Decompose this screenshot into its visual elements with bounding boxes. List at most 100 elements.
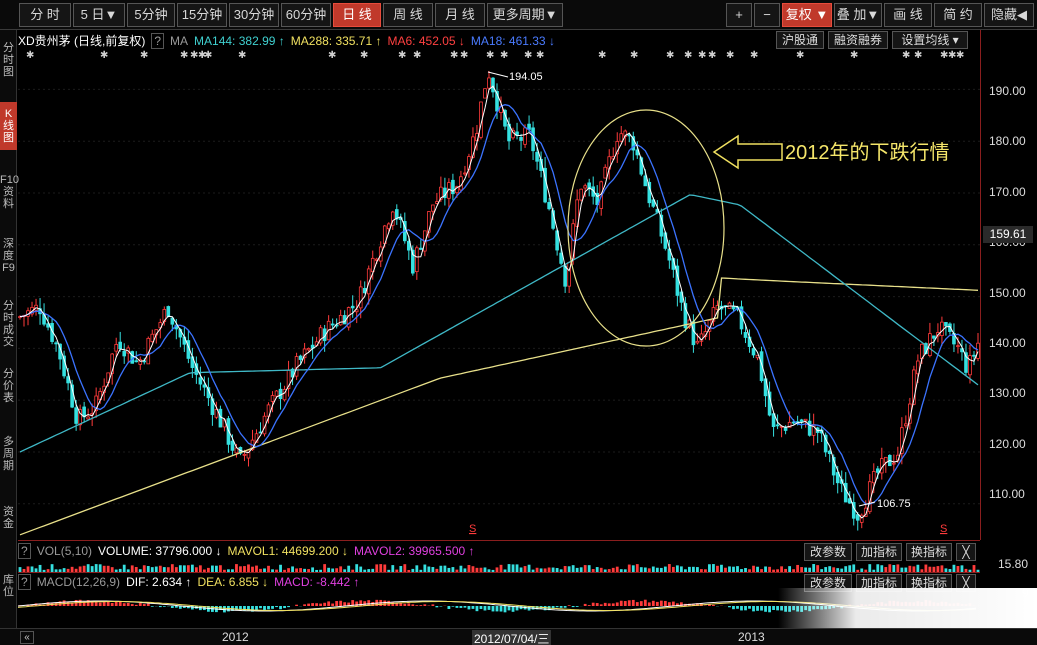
hk-connect-button[interactable]: 沪股通: [776, 31, 824, 49]
info-marker-icon[interactable]: ✱: [598, 50, 606, 61]
volume-bar: [587, 565, 591, 572]
macd-bar: [439, 606, 443, 607]
macd-bar: [146, 603, 150, 606]
margin-trading-button[interactable]: 融资融券: [828, 31, 888, 49]
price-tick: 130.00: [989, 386, 1026, 400]
candle-body: [114, 344, 119, 352]
candle-body: [731, 306, 736, 310]
period-tab-intraday[interactable]: 分 时: [19, 3, 71, 27]
info-marker-icon[interactable]: ✱: [413, 50, 421, 61]
info-marker-icon[interactable]: ✱: [100, 50, 108, 61]
candle-body: [218, 408, 223, 428]
sidebar-item-intraday[interactable]: 分时图: [3, 42, 14, 78]
info-marker-icon[interactable]: ✱: [238, 50, 246, 61]
volume-bar: [182, 565, 186, 572]
ma-settings-dropdown[interactable]: 设置均线 ▾: [892, 31, 968, 49]
draw-line-button[interactable]: 画 线: [884, 3, 932, 27]
vol-params-button[interactable]: 改参数: [804, 543, 852, 561]
macd-bar: [126, 602, 130, 606]
overlay-dropdown[interactable]: 叠 加▼: [834, 3, 882, 27]
info-marker-icon[interactable]: ✱: [190, 50, 198, 61]
sidebar-item-multi-period[interactable]: 多周期: [3, 436, 14, 472]
simple-mode-button[interactable]: 简 约: [934, 3, 982, 27]
info-marker-icon[interactable]: ✱: [684, 50, 692, 61]
volume-bar: [780, 566, 783, 572]
sidebar-item-position[interactable]: 库位: [3, 574, 14, 598]
info-marker-icon[interactable]: ✱: [460, 50, 468, 61]
sidebar-item-f10[interactable]: F10资料: [0, 174, 19, 210]
ma288-value: MA288: 335.71 ↑: [290, 34, 382, 48]
info-marker-icon[interactable]: ✱: [796, 50, 804, 61]
period-more-dropdown[interactable]: 更多周期▼: [487, 3, 563, 27]
kline-chart[interactable]: ✱ ✱ ✱ ✱ ✱ ✱✱ ✱ ✱ ✱ ✱ ✱ ✱ ✱ ✱ ✱ ✱ ✱ ✱ ✱ ✱ ✱ ✱ ✱ ✱ ✱ ✱ ✱ ✱ ✱ ✱ ✱ ✱ 2012年的…: [18, 48, 980, 540]
info-marker-icon[interactable]: ✱: [180, 50, 188, 61]
info-marker-icon[interactable]: ✱: [940, 50, 948, 61]
info-marker-icon[interactable]: ✱: [914, 50, 922, 61]
period-tab-30min[interactable]: 30分钟: [229, 3, 279, 27]
period-tab-5min[interactable]: 5分钟: [127, 3, 175, 27]
info-marker-icon[interactable]: ✱: [956, 50, 964, 61]
vol-swap-indicator-button[interactable]: 换指标: [906, 543, 952, 561]
vol-add-indicator-button[interactable]: 加指标: [856, 543, 902, 561]
candle-body: [306, 348, 311, 351]
info-marker-icon[interactable]: ✱: [726, 50, 734, 61]
candle-body: [900, 427, 904, 454]
help-icon[interactable]: ?: [18, 543, 31, 559]
info-marker-icon[interactable]: ✱: [450, 50, 458, 61]
macd-add-indicator-button[interactable]: 加指标: [856, 574, 902, 592]
candle-body: [419, 247, 423, 250]
volume-bar: [840, 568, 844, 572]
sidebar-item-price-table[interactable]: 分价表: [3, 368, 14, 404]
info-marker-icon[interactable]: ✱: [630, 50, 638, 61]
macd-params-button[interactable]: 改参数: [804, 574, 852, 592]
info-marker-icon[interactable]: ✱: [204, 50, 212, 61]
period-tab-weekly[interactable]: 周 线: [383, 3, 433, 27]
sidebar-item-depth[interactable]: 深度F9: [2, 238, 15, 274]
vol-close-button[interactable]: ╳: [956, 543, 976, 561]
zoom-out-button[interactable]: −: [754, 3, 780, 27]
zoom-in-button[interactable]: +: [726, 3, 752, 27]
sell-marker: S: [940, 523, 947, 535]
volume-bar: [38, 564, 42, 572]
period-tab-15min[interactable]: 15分钟: [177, 3, 227, 27]
info-marker-icon[interactable]: ✱: [328, 50, 336, 61]
help-icon[interactable]: ?: [151, 33, 165, 49]
info-marker-icon[interactable]: ✱: [902, 50, 910, 61]
info-marker-icon[interactable]: ✱: [500, 50, 508, 61]
volume-bar: [247, 564, 250, 572]
sidebar-item-funds[interactable]: 资金: [3, 506, 14, 530]
info-marker-icon[interactable]: ✱: [698, 50, 706, 61]
info-marker-icon[interactable]: ✱: [398, 50, 406, 61]
macd-bar: [122, 603, 126, 606]
scroll-left-button[interactable]: «: [20, 631, 34, 644]
period-tab-5day[interactable]: 5 日▼: [73, 3, 125, 27]
info-marker-icon[interactable]: ✱: [850, 50, 858, 61]
dea-value: DEA: 6.855 ↓: [197, 575, 269, 589]
volume-bar: [134, 567, 138, 572]
info-marker-icon[interactable]: ✱: [360, 50, 368, 61]
macd-bar: [555, 606, 559, 608]
info-marker-icon[interactable]: ✱: [536, 50, 544, 61]
info-marker-icon[interactable]: ✱: [708, 50, 716, 61]
help-icon[interactable]: ?: [18, 574, 31, 590]
info-marker-icon[interactable]: ✱: [486, 50, 494, 61]
volume-bar: [395, 569, 399, 572]
macd-bar: [355, 601, 359, 606]
info-marker-icon[interactable]: ✱: [524, 50, 532, 61]
period-tab-daily[interactable]: 日 线: [333, 3, 381, 27]
hide-panel-button[interactable]: 隐藏◀: [984, 3, 1034, 27]
info-marker-icon[interactable]: ✱: [26, 50, 34, 61]
info-marker-icon[interactable]: ✱: [948, 50, 956, 61]
sidebar-item-tick[interactable]: 分时成交: [3, 300, 14, 348]
period-tab-60min[interactable]: 60分钟: [281, 3, 331, 27]
info-marker-icon[interactable]: ✱: [666, 50, 674, 61]
candle-body: [202, 384, 207, 388]
macd-bar: [403, 603, 407, 606]
adjust-rights-dropdown[interactable]: 复权 ▼: [782, 3, 832, 27]
info-marker-icon[interactable]: ✱: [140, 50, 148, 61]
sidebar-item-kline[interactable]: K线图: [0, 102, 17, 150]
info-marker-icon[interactable]: ✱: [750, 50, 758, 61]
period-tab-monthly[interactable]: 月 线: [435, 3, 485, 27]
candle-body: [407, 240, 411, 251]
info-marker-icon[interactable]: ✱: [198, 50, 206, 61]
